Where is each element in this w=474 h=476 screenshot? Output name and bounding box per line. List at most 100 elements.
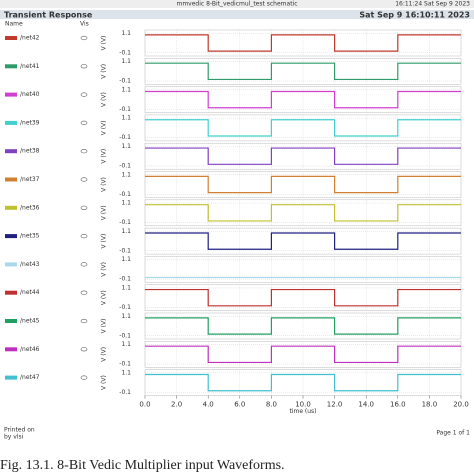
- visibility-icon: [80, 318, 88, 324]
- legend-swatch: [5, 262, 17, 267]
- visibility-icon: [80, 347, 88, 352]
- legend-label: /net47: [20, 374, 40, 381]
- legend-label: /net45: [20, 318, 40, 325]
- y-tick-label: -0.1: [119, 247, 131, 254]
- x-tick-label: 6.0: [234, 401, 245, 409]
- y-tick-label: -0.1: [119, 219, 131, 226]
- waveform: [145, 147, 461, 165]
- y-tick-label: -0.1: [119, 361, 131, 368]
- waveform: [145, 373, 461, 392]
- window-bar: [0, 0, 474, 8]
- y-tick-label: -0.1: [119, 332, 131, 339]
- printed-on: Printed on: [4, 427, 35, 434]
- panel-title: Transient Response: [4, 11, 93, 20]
- waveform: [145, 288, 461, 307]
- x-axis-label: time (us): [289, 408, 316, 415]
- visibility-icon: [80, 35, 88, 41]
- x-tick-label: 10.0: [295, 401, 311, 409]
- y-tick-label: 1.1: [121, 284, 131, 291]
- legend-label: /net41: [20, 63, 40, 70]
- y-tick-label: -0.1: [119, 134, 131, 141]
- waveform: [145, 119, 461, 137]
- y-axis-label: V (V): [101, 64, 108, 79]
- legend-swatch: [5, 120, 17, 125]
- legend-label: /net37: [20, 176, 40, 183]
- waveform: [145, 62, 461, 81]
- legend-swatch: [5, 177, 17, 182]
- y-tick-label: -0.1: [119, 106, 131, 113]
- legend-label: /net39: [20, 119, 40, 126]
- visibility-icon: [80, 290, 88, 295]
- y-tick-label: -0.1: [119, 162, 131, 169]
- legend-label: /net35: [20, 233, 40, 240]
- visibility-icon: [80, 64, 88, 69]
- legend-label: /net40: [20, 91, 40, 98]
- column-vis: Vis: [80, 21, 89, 28]
- x-tick-label: 12.0: [327, 401, 343, 409]
- waveform: [145, 204, 461, 222]
- legend-swatch: [5, 36, 17, 40]
- y-axis-label: V (V): [101, 290, 108, 305]
- legend-label: /net44: [20, 289, 40, 296]
- y-tick-label: 1.1: [121, 86, 131, 93]
- y-axis-label: V (V): [101, 92, 108, 107]
- y-tick-label: 1.1: [121, 256, 131, 263]
- legend-label: /net42: [20, 35, 40, 42]
- y-tick-label: 1.1: [121, 30, 131, 37]
- legend-swatch: [5, 92, 17, 97]
- legend-swatch: [5, 319, 17, 323]
- waveform: [145, 175, 461, 194]
- page-number: Page 1 of 1: [436, 430, 470, 437]
- x-tick-label: 0.0: [139, 401, 150, 409]
- y-tick-label: 1.1: [121, 115, 131, 122]
- legend-swatch: [5, 149, 17, 154]
- legend-swatch: [5, 205, 17, 210]
- y-tick-label: 1.1: [121, 228, 131, 235]
- legend-label: /net36: [20, 204, 40, 211]
- y-axis-label: V (V): [101, 205, 108, 220]
- waveform: [145, 345, 461, 364]
- y-tick-label: 1.1: [121, 200, 131, 207]
- visibility-icon: [80, 120, 88, 125]
- y-axis-label: V (V): [101, 262, 108, 277]
- y-tick-label: -0.1: [119, 49, 131, 56]
- y-axis-label: V (V): [101, 149, 108, 164]
- window-title: mmvedic 8-Bit_vedicmul_test schematic: [176, 1, 297, 8]
- legend-label: /net46: [20, 346, 40, 353]
- visibility-icon: [80, 149, 88, 154]
- x-tick-label: 14.0: [358, 401, 374, 409]
- waveform: [145, 232, 461, 250]
- y-axis-label: V (V): [101, 36, 108, 51]
- visibility-icon: [80, 262, 88, 267]
- visibility-icon: [80, 177, 88, 182]
- y-tick-label: -0.1: [119, 389, 131, 396]
- x-tick-label: 2.0: [171, 401, 182, 409]
- y-tick-label: 1.1: [121, 58, 131, 65]
- y-tick-label: 1.1: [121, 171, 131, 178]
- legend-swatch: [5, 375, 17, 380]
- y-axis-label: V (V): [101, 347, 108, 362]
- x-tick-label: 16.0: [390, 401, 406, 409]
- y-tick-label: -0.1: [119, 304, 131, 311]
- x-tick-label: 20.0: [453, 401, 469, 409]
- legend-swatch: [5, 347, 17, 352]
- waveform: [145, 34, 461, 52]
- y-axis-label: V (V): [101, 319, 108, 334]
- visibility-icon: [80, 92, 88, 97]
- x-tick-label: 4.0: [203, 401, 214, 409]
- y-tick-label: -0.1: [119, 191, 131, 198]
- y-tick-label: 1.1: [121, 143, 131, 150]
- y-axis-label: V (V): [101, 375, 108, 390]
- legend-label: /net43: [20, 261, 40, 268]
- printed-by: by vlsi: [4, 434, 24, 441]
- legend-swatch: [5, 234, 17, 239]
- y-tick-label: 1.1: [121, 369, 131, 376]
- panel-bar: [0, 10, 474, 19]
- visibility-icon: [80, 205, 88, 210]
- y-tick-label: 1.1: [121, 313, 131, 320]
- y-axis-label: V (V): [101, 234, 108, 249]
- x-tick-label: 18.0: [422, 401, 438, 409]
- panel-time: Sat Sep 9 16:10:11 2023: [359, 11, 470, 20]
- visibility-icon: [80, 375, 88, 380]
